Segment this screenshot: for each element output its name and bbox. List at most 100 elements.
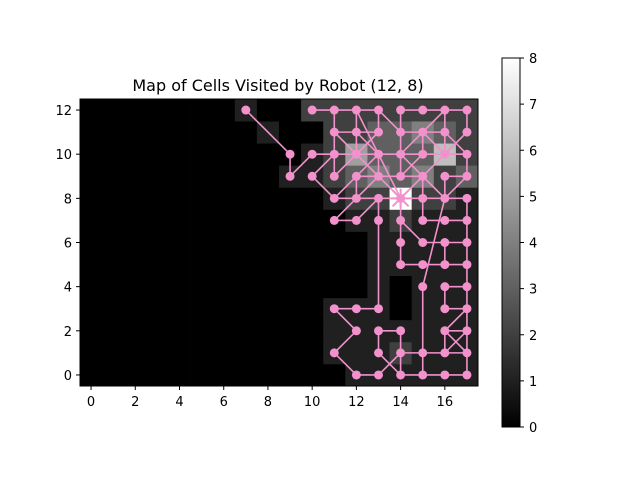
heatmap-cell bbox=[301, 319, 324, 343]
heatmap-cell bbox=[301, 363, 324, 387]
heatmap-cell bbox=[146, 209, 169, 232]
colorbar-tick-label: 1 bbox=[529, 375, 537, 390]
heatmap-cell bbox=[279, 363, 302, 387]
path-point bbox=[418, 215, 428, 225]
path-point bbox=[440, 215, 450, 225]
path-point bbox=[396, 215, 406, 225]
heatmap-cell bbox=[146, 187, 169, 210]
path-point bbox=[440, 127, 450, 137]
heatmap-cell bbox=[345, 253, 368, 277]
path-point bbox=[462, 348, 472, 358]
path-point bbox=[462, 282, 472, 292]
colorbar-tick-label: 5 bbox=[529, 190, 537, 205]
heatmap-cell bbox=[256, 143, 280, 166]
heatmap-cell bbox=[234, 363, 258, 387]
heatmap-cell bbox=[256, 297, 280, 321]
path-point bbox=[396, 326, 406, 336]
path-point bbox=[462, 149, 472, 159]
x-tick-label: 6 bbox=[220, 395, 228, 410]
heatmap-cell bbox=[102, 341, 125, 365]
heatmap-cell bbox=[102, 99, 125, 122]
robot-path bbox=[241, 105, 472, 380]
heatmap-cell bbox=[212, 143, 236, 166]
heatmap-cell bbox=[190, 121, 214, 144]
path-point bbox=[462, 105, 472, 115]
heatmap-cell bbox=[80, 363, 103, 387]
path-point bbox=[351, 105, 361, 115]
chart-title: Map of Cells Visited by Robot (12, 8) bbox=[132, 76, 423, 95]
path-point bbox=[329, 348, 339, 358]
y-tick-label: 4 bbox=[64, 281, 72, 296]
heatmap-cell bbox=[168, 319, 191, 343]
heatmap-cell bbox=[234, 209, 258, 232]
heatmap-cell bbox=[389, 297, 413, 321]
heatmap-cell bbox=[168, 187, 191, 210]
heatmap-cell bbox=[190, 209, 214, 232]
heatmap-cell bbox=[212, 99, 236, 122]
heatmap-cell bbox=[234, 231, 258, 254]
heatmap-cell bbox=[234, 297, 258, 321]
heatmap-cell bbox=[234, 275, 258, 299]
heatmap-cell bbox=[234, 187, 258, 210]
heatmap-cell bbox=[124, 319, 147, 343]
heatmap-cell bbox=[279, 121, 302, 144]
heatmap-cell bbox=[124, 363, 147, 387]
path-point bbox=[351, 304, 361, 314]
path-point bbox=[440, 238, 450, 247]
heatmap-cell bbox=[168, 165, 191, 188]
path-point bbox=[329, 127, 339, 137]
heatmap-cell bbox=[146, 253, 169, 277]
colorbar-tick-label: 7 bbox=[529, 98, 537, 113]
heatmap-cell bbox=[190, 187, 214, 210]
colorbar-tick-label: 4 bbox=[529, 237, 537, 252]
heatmap-cell bbox=[212, 121, 236, 144]
path-point bbox=[329, 215, 339, 225]
path-point bbox=[440, 105, 450, 115]
heatmap-cell bbox=[323, 319, 346, 343]
heatmap-cell bbox=[124, 297, 147, 321]
path-point bbox=[351, 149, 361, 159]
heatmap-cell bbox=[345, 341, 368, 365]
heatmap-cell bbox=[279, 187, 302, 210]
heatmap-cell bbox=[146, 99, 169, 122]
path-point bbox=[329, 149, 339, 159]
path-point bbox=[418, 370, 428, 380]
x-tick-label: 4 bbox=[175, 395, 183, 410]
colorbar-gradient bbox=[501, 57, 521, 428]
heatmap-cell bbox=[168, 121, 191, 144]
heatmap-cell bbox=[212, 231, 236, 254]
path-point bbox=[374, 215, 383, 225]
heatmap-cell bbox=[212, 275, 236, 299]
heatmap-cell bbox=[146, 143, 169, 166]
heatmap-cell bbox=[80, 319, 103, 343]
heatmap-cell bbox=[80, 99, 103, 122]
path-point bbox=[462, 127, 472, 137]
heatmap-cell bbox=[301, 341, 324, 365]
path-point bbox=[351, 193, 361, 203]
path-point bbox=[374, 105, 383, 115]
path-point bbox=[374, 171, 383, 181]
heatmap-cell bbox=[168, 363, 191, 387]
path-point bbox=[374, 326, 383, 336]
heatmap-cell bbox=[146, 297, 169, 321]
heatmap-cell bbox=[323, 253, 346, 277]
heatmap-cell bbox=[190, 341, 214, 365]
y-tick-label: 8 bbox=[64, 192, 72, 207]
path-point bbox=[374, 193, 383, 203]
path-point bbox=[462, 238, 472, 247]
heatmap-cell bbox=[190, 319, 214, 343]
path-point bbox=[440, 348, 450, 358]
path-point bbox=[351, 370, 361, 380]
heatmap-cell bbox=[102, 363, 125, 387]
path-point bbox=[374, 127, 383, 137]
heatmap-cell bbox=[102, 187, 125, 210]
heatmap-cell bbox=[124, 275, 147, 299]
heatmap-cell bbox=[124, 253, 147, 277]
heatmap-cell bbox=[168, 253, 191, 277]
heatmap-cell bbox=[190, 275, 214, 299]
heatmap-cell bbox=[301, 209, 324, 232]
heatmap-cell bbox=[80, 231, 103, 254]
heatmap-cell bbox=[234, 143, 258, 166]
heatmap-cell bbox=[279, 231, 302, 254]
